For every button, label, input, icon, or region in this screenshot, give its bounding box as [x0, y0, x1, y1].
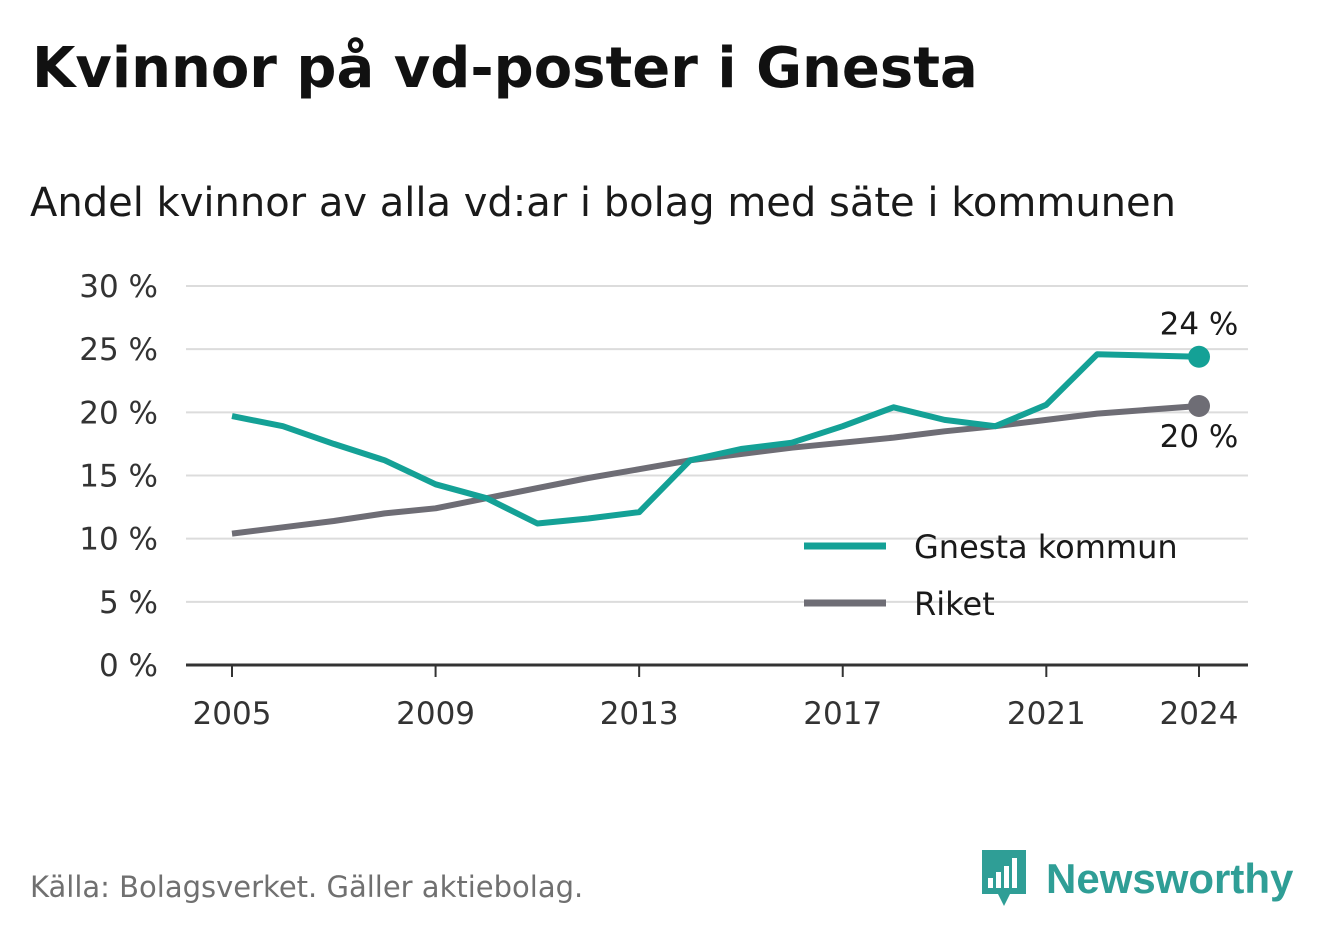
end-value-labels: 24 % 20 % — [1160, 307, 1239, 455]
legend-label-gnesta-kommun: Gnesta kommun — [914, 528, 1178, 566]
chart-subtitle: Andel kvinnor av alla vd:ar i bolag med … — [30, 180, 1176, 226]
series-end-marker-riket — [1188, 395, 1210, 418]
y-axis-tick-labels: 0 % 5 % 10 % 15 % 20 % 25 % 30 % — [79, 269, 158, 684]
y-tick-label: 10 % — [79, 522, 158, 558]
grid-lines — [186, 285, 1248, 603]
x-tick-label: 2009 — [396, 696, 475, 732]
x-tick-label: 2021 — [1007, 696, 1086, 732]
x-tick-label: 2024 — [1160, 696, 1239, 732]
y-tick-label: 5 % — [99, 585, 158, 621]
bar-chart-speech-bubble-icon — [982, 850, 1026, 906]
y-tick-label: 25 % — [79, 332, 158, 368]
x-axis: 2005 2009 2013 2017 2021 2024 — [186, 663, 1248, 732]
x-tick-label: 2005 — [193, 696, 272, 732]
line-chart: 0 %5 %10 %15 %20 %25 %30 % 2005 2009 2013 2… — [79, 269, 1248, 732]
brand-name: Newsworthy — [1046, 855, 1294, 902]
source-note: Källa: Bolagsverket. Gäller aktiebolag. — [30, 870, 584, 904]
y-tick-label: 20 % — [79, 395, 158, 431]
chart-title: Kvinnor på vd-poster i Gnesta — [32, 36, 978, 101]
x-tick-label: 2017 — [803, 696, 882, 732]
series-end-marker-gnesta-kommun — [1188, 345, 1210, 368]
y-tick-label: 0 % — [99, 648, 158, 684]
y-tick-label: 15 % — [79, 459, 158, 495]
end-value-label: 20 % — [1160, 419, 1239, 455]
newsworthy-logo: Newsworthy — [980, 848, 1293, 910]
legend-label-riket: Riket — [914, 585, 995, 623]
x-tick-label: 2013 — [600, 696, 679, 732]
y-tick-label: 30 % — [79, 269, 158, 305]
series-line-riket — [231, 403, 1200, 537]
legend: Gnesta kommun Riket — [804, 528, 1178, 623]
end-value-label: 24 % — [1160, 307, 1239, 343]
data-series — [231, 345, 1210, 537]
series-line-gnesta-kommun — [231, 351, 1200, 527]
